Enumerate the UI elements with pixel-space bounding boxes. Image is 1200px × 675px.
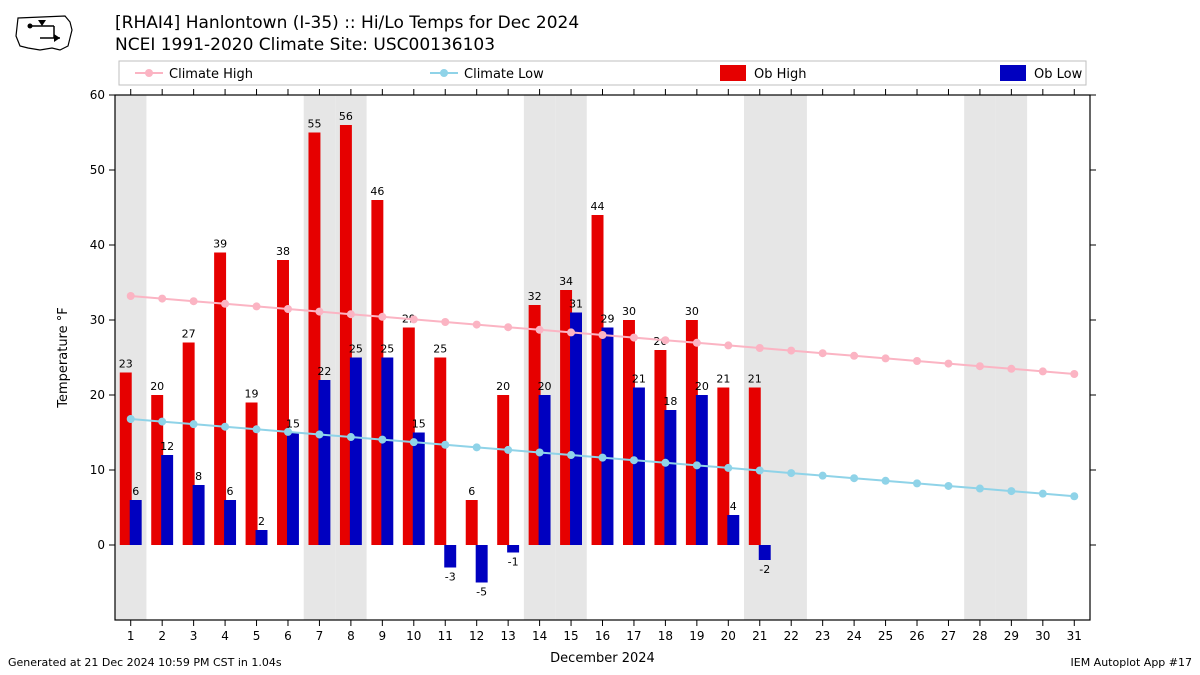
svg-text:21: 21 <box>752 629 767 643</box>
svg-text:39: 39 <box>213 238 227 251</box>
svg-text:23: 23 <box>815 629 830 643</box>
svg-text:7: 7 <box>316 629 324 643</box>
svg-text:22: 22 <box>784 629 799 643</box>
svg-text:21: 21 <box>716 373 730 386</box>
svg-text:21: 21 <box>632 373 646 386</box>
svg-text:25: 25 <box>380 343 394 356</box>
svg-text:38: 38 <box>276 245 290 258</box>
svg-text:18: 18 <box>658 629 673 643</box>
svg-text:15: 15 <box>563 629 578 643</box>
svg-text:20: 20 <box>150 380 164 393</box>
svg-text:20: 20 <box>695 380 709 393</box>
svg-text:Climate High: Climate High <box>169 67 253 82</box>
svg-text:56: 56 <box>339 110 353 123</box>
svg-text:10: 10 <box>406 629 421 643</box>
svg-text:55: 55 <box>307 118 321 131</box>
svg-text:6: 6 <box>468 485 475 498</box>
svg-text:46: 46 <box>370 185 384 198</box>
footer-appid: IEM Autoplot App #17 <box>1071 656 1193 669</box>
chart-svg: [RHAI4] Hanlontown (I-35) :: Hi/Lo Temps… <box>0 0 1200 675</box>
svg-text:-3: -3 <box>445 571 456 584</box>
svg-text:24: 24 <box>846 629 861 643</box>
footer-timestamp: Generated at 21 Dec 2024 10:59 PM CST in… <box>8 656 282 669</box>
svg-text:8: 8 <box>195 470 202 483</box>
svg-text:Ob High: Ob High <box>754 67 807 82</box>
svg-text:20: 20 <box>721 629 736 643</box>
svg-text:18: 18 <box>663 395 677 408</box>
svg-text:4: 4 <box>221 629 229 643</box>
svg-text:30: 30 <box>685 305 699 318</box>
svg-text:31: 31 <box>569 298 583 311</box>
svg-text:10: 10 <box>90 463 105 477</box>
svg-text:0: 0 <box>97 538 105 552</box>
svg-text:30: 30 <box>1035 629 1050 643</box>
svg-text:21: 21 <box>748 373 762 386</box>
svg-text:14: 14 <box>532 629 547 643</box>
svg-text:34: 34 <box>559 275 573 288</box>
svg-text:3: 3 <box>190 629 198 643</box>
svg-text:20: 20 <box>496 380 510 393</box>
svg-text:27: 27 <box>941 629 956 643</box>
svg-text:5: 5 <box>253 629 261 643</box>
x-axis-label: December 2024 <box>550 651 655 666</box>
svg-text:6: 6 <box>132 485 139 498</box>
svg-text:Ob Low: Ob Low <box>1034 67 1083 82</box>
svg-text:60: 60 <box>90 88 105 102</box>
svg-text:50: 50 <box>90 163 105 177</box>
svg-text:23: 23 <box>119 358 133 371</box>
svg-text:30: 30 <box>622 305 636 318</box>
svg-text:20: 20 <box>538 380 552 393</box>
svg-text:30: 30 <box>90 313 105 327</box>
svg-text:12: 12 <box>160 440 174 453</box>
svg-text:25: 25 <box>349 343 363 356</box>
svg-text:26: 26 <box>909 629 924 643</box>
svg-text:20: 20 <box>90 388 105 402</box>
svg-text:9: 9 <box>379 629 387 643</box>
svg-text:-1: -1 <box>508 556 519 569</box>
svg-text:-5: -5 <box>476 586 487 599</box>
svg-text:2: 2 <box>158 629 166 643</box>
svg-text:15: 15 <box>412 418 426 431</box>
svg-text:29: 29 <box>1004 629 1019 643</box>
svg-text:13: 13 <box>501 629 516 643</box>
svg-text:25: 25 <box>878 629 893 643</box>
y-axis-label: Temperature °F <box>56 307 71 408</box>
svg-text:-2: -2 <box>759 563 770 576</box>
svg-text:27: 27 <box>182 328 196 341</box>
svg-text:6: 6 <box>284 629 292 643</box>
svg-text:19: 19 <box>245 388 259 401</box>
svg-text:22: 22 <box>317 365 331 378</box>
svg-text:40: 40 <box>90 238 105 252</box>
svg-text:32: 32 <box>528 290 542 303</box>
svg-text:1: 1 <box>127 629 135 643</box>
svg-text:19: 19 <box>689 629 704 643</box>
svg-text:28: 28 <box>972 629 987 643</box>
svg-text:4: 4 <box>730 500 737 513</box>
svg-text:29: 29 <box>600 313 614 326</box>
svg-text:16: 16 <box>595 629 610 643</box>
svg-text:12: 12 <box>469 629 484 643</box>
svg-text:6: 6 <box>227 485 234 498</box>
svg-text:11: 11 <box>438 629 453 643</box>
svg-text:25: 25 <box>433 343 447 356</box>
svg-text:2: 2 <box>258 515 265 528</box>
svg-text:17: 17 <box>626 629 641 643</box>
svg-text:Climate Low: Climate Low <box>464 67 544 82</box>
chart-title-1: [RHAI4] Hanlontown (I-35) :: Hi/Lo Temps… <box>115 13 579 33</box>
svg-text:44: 44 <box>591 200 605 213</box>
chart-title-2: NCEI 1991-2020 Climate Site: USC00136103 <box>115 35 495 55</box>
svg-text:31: 31 <box>1067 629 1082 643</box>
svg-text:8: 8 <box>347 629 355 643</box>
